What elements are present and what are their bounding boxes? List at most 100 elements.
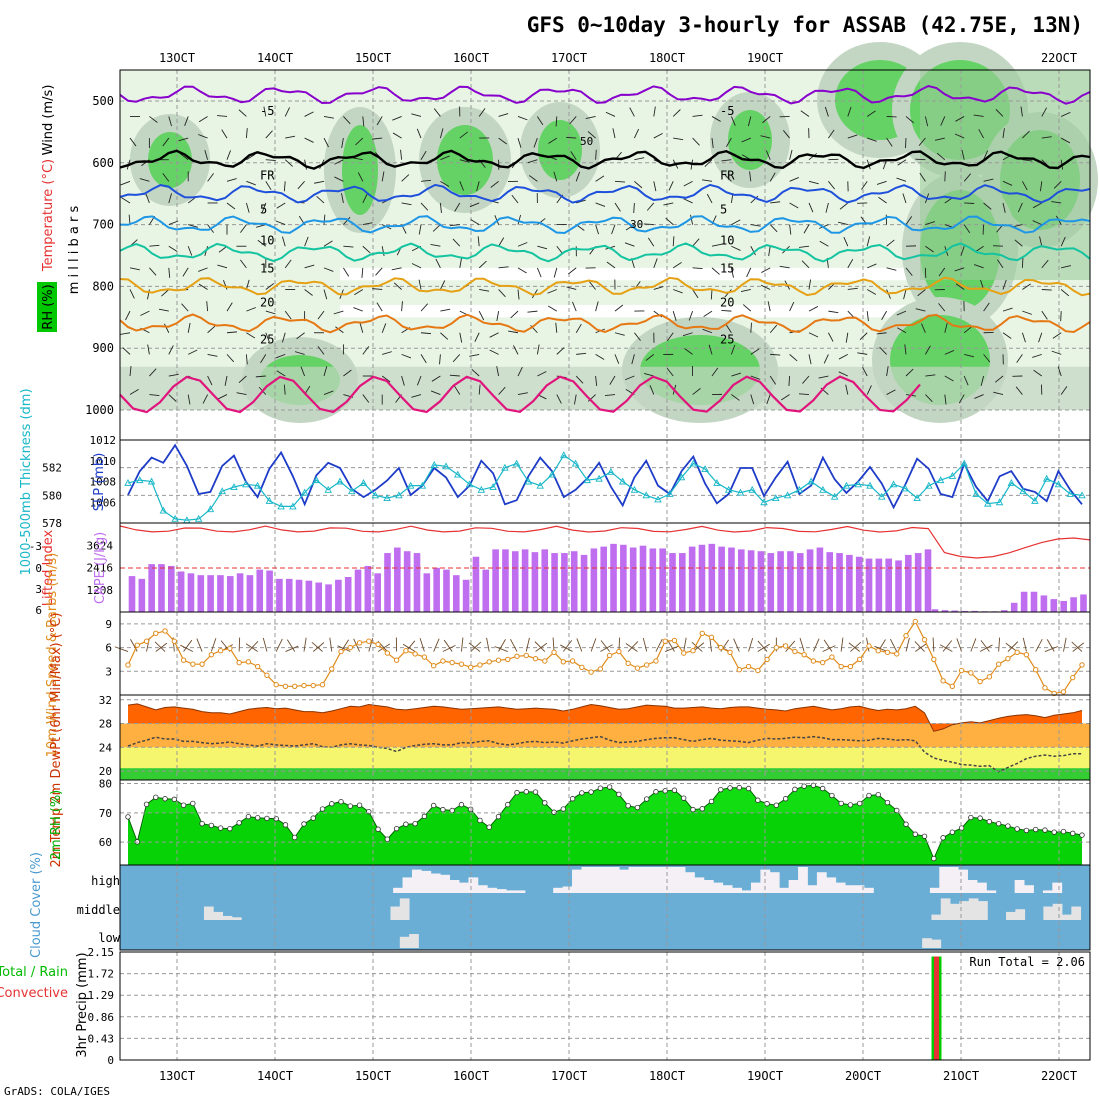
thickness-point: [842, 481, 851, 489]
wind-barb: [702, 179, 713, 182]
cape-bar: [1001, 610, 1008, 612]
wind-barb: [553, 267, 558, 278]
surface-wind-barb: [402, 643, 416, 652]
wind-barb: [789, 354, 798, 362]
rh-point: [514, 789, 520, 796]
wind-barb: [376, 116, 383, 126]
thickness-point: [442, 462, 450, 470]
wind-speed-point: [523, 652, 529, 659]
wind-barb: [265, 283, 275, 290]
wind-barb: [187, 246, 193, 256]
upper-air-panel: -5 -5 FR FR 5 5 10 10 15 15 20 20 25 25 50 30 500 600 700…: [37, 42, 1098, 441]
wind-barb: [973, 264, 984, 269]
wind-barb: [725, 324, 732, 333]
wind-barb: [905, 267, 913, 276]
wind-barb: [182, 267, 189, 277]
wind-barb: [653, 258, 658, 269]
li-series-line: [119, 525, 1091, 559]
wind-speed-point: [912, 618, 918, 625]
temp-band-mild: [120, 747, 1090, 769]
wind-barb: [411, 394, 422, 398]
wind-barb: [536, 267, 542, 278]
wind-barb: [265, 159, 276, 162]
wind-speed-point: [458, 661, 465, 667]
wind-barb: [614, 202, 621, 212]
temperature-contour-label: FR: [260, 169, 275, 183]
wind-barb: [498, 113, 509, 117]
rh-point: [986, 818, 993, 825]
pressure-axis: 500 600 700 800 900 1000: [85, 94, 114, 417]
wind-speed-point: [810, 658, 817, 664]
wind-barb: [439, 354, 441, 365]
wind-barb: [147, 289, 150, 300]
wind-barb: [420, 150, 427, 160]
thickness-series-line: [127, 454, 1083, 521]
cloud-clear-cell: [656, 867, 667, 893]
temperature-contour-label: 10: [720, 234, 734, 248]
wind-barb: [710, 289, 713, 300]
wind-barb: [866, 311, 869, 322]
cape-bar: [177, 571, 185, 612]
wind-speed-point: [292, 683, 298, 690]
rh-point: [143, 801, 150, 808]
wind-barb: [624, 375, 635, 381]
wind-barb: [265, 130, 273, 139]
wind-barb: [161, 289, 170, 297]
wind-speed-point: [579, 664, 585, 671]
wind-barb: [430, 390, 441, 395]
wind-barb: [537, 116, 544, 126]
thickness-point: [795, 485, 804, 493]
wind-barb: [721, 309, 732, 312]
surface-wind-barb: [1035, 638, 1043, 652]
wind-speed-point: [866, 643, 872, 649]
wind-barb: [711, 243, 722, 247]
wind-barb: [1032, 353, 1042, 358]
run-total: Run Total = 2.06: [969, 955, 1085, 969]
wind-speed-point: [986, 674, 993, 680]
wind-barb: [120, 180, 131, 186]
wind-barb: [145, 193, 150, 204]
rh-2m-panel: 60 70 80 2m RH (%): [49, 778, 1091, 866]
wind-barb: [296, 332, 305, 340]
wind-speed-point: [671, 637, 678, 644]
wind-barb: [924, 116, 929, 127]
cloud-clear-cell: [628, 867, 639, 893]
wind-barb: [653, 286, 664, 290]
rh-point: [1014, 826, 1020, 832]
thickness-point: [560, 451, 568, 459]
cape-bar: [502, 549, 509, 612]
thickness-point: [1007, 478, 1016, 486]
wind-barb: [431, 375, 441, 382]
wind-speed-point: [643, 662, 650, 668]
wind-barb: [750, 246, 756, 256]
wind-barb: [1061, 265, 1072, 269]
wind-speed-point: [551, 649, 557, 656]
rh-point: [199, 820, 205, 827]
surface-wind-barb: [1007, 641, 1019, 652]
thickness-point: [336, 477, 344, 485]
wind-barb: [245, 279, 250, 290]
wind-barb: [878, 196, 887, 204]
bottom-date-label: 22OCT: [1041, 1069, 1077, 1083]
wind-speed-point: [653, 658, 659, 664]
wind-speed-point: [319, 682, 326, 688]
wind-barb: [517, 392, 528, 395]
wind-speed-point: [449, 659, 455, 666]
cloud-clear-cell: [732, 887, 742, 893]
wind-barb: [276, 370, 286, 377]
surface-wind-barb: [494, 646, 508, 652]
wind-speed-point: [254, 663, 261, 670]
thickness-point: [819, 485, 827, 493]
wind-barb: [886, 366, 889, 377]
cape-bar: [295, 579, 303, 612]
cape-bar: [787, 551, 794, 612]
wind-speed-point: [236, 659, 242, 666]
wind-barb: [847, 287, 858, 290]
slp-tick-label: 1008: [90, 476, 117, 489]
wind-barb: [905, 216, 913, 225]
cloud-clear-cell: [1062, 914, 1072, 920]
wind-barb: [323, 289, 328, 300]
wind-speed-point: [162, 628, 168, 634]
wind-speed-point: [736, 667, 743, 673]
wind-barb: [476, 181, 480, 192]
